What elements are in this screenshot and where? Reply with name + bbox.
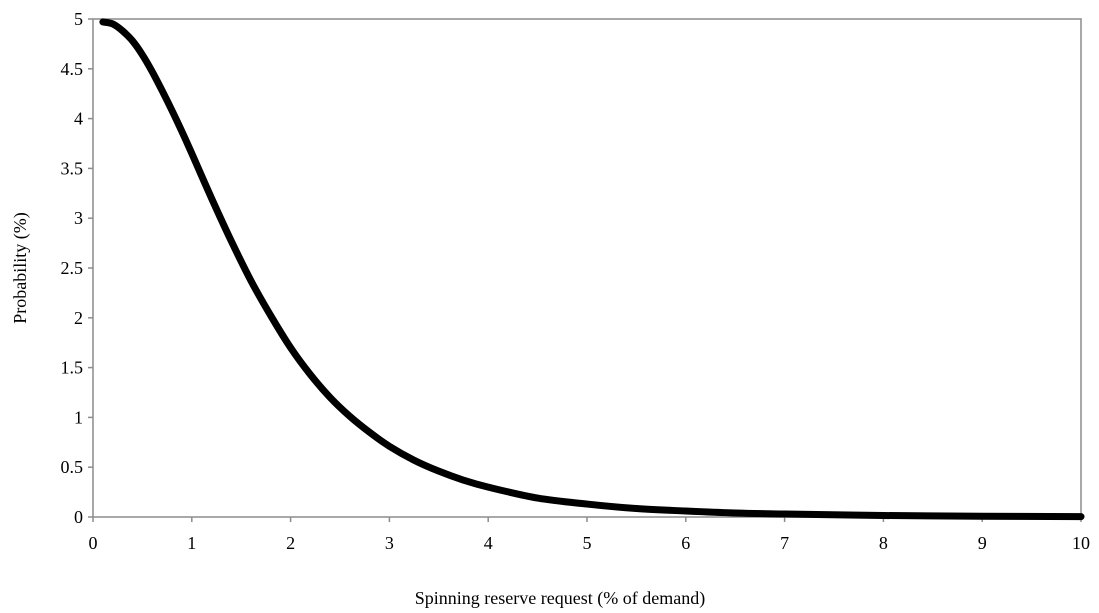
- series-line: [99, 18, 1085, 521]
- x-tick-label: 0: [89, 533, 98, 553]
- y-axis-title: Probability (%): [10, 212, 31, 323]
- y-tick-label: 4.5: [61, 59, 84, 79]
- x-tick-label: 10: [1072, 533, 1090, 553]
- y-tick-label: 4: [74, 109, 83, 129]
- y-axis: 0 0.5 1 1.5 2 2.5 3 3.5 4 4.5 5: [61, 9, 93, 527]
- x-axis: 0 1 2 3 4 5 6 7 8 9 10: [89, 517, 1090, 553]
- x-tick-label: 8: [879, 533, 888, 553]
- x-tick-label: 6: [681, 533, 690, 553]
- y-tick-label: 0: [74, 507, 83, 527]
- x-tick-label: 2: [286, 533, 295, 553]
- x-tick-label: 1: [187, 533, 196, 553]
- y-tick-label: 3: [74, 208, 83, 228]
- series-layer: [99, 18, 1085, 521]
- x-tick-label: 5: [583, 533, 592, 553]
- x-tick-label: 7: [780, 533, 789, 553]
- y-tick-label: 2: [74, 308, 83, 328]
- x-tick-label: 3: [385, 533, 394, 553]
- y-tick-label: 3.5: [61, 158, 84, 178]
- y-tick-label: 1.5: [61, 358, 84, 378]
- x-tick-label: 9: [978, 533, 987, 553]
- y-tick-label: 1: [74, 407, 83, 427]
- y-tick-label: 5: [74, 9, 83, 29]
- x-tick-label: 4: [484, 533, 493, 553]
- plot-area: [92, 18, 1082, 518]
- y-tick-label: 2.5: [61, 258, 84, 278]
- y-tick-label: 0.5: [61, 457, 84, 477]
- x-axis-title: Spinning reserve request (% of demand): [415, 588, 705, 609]
